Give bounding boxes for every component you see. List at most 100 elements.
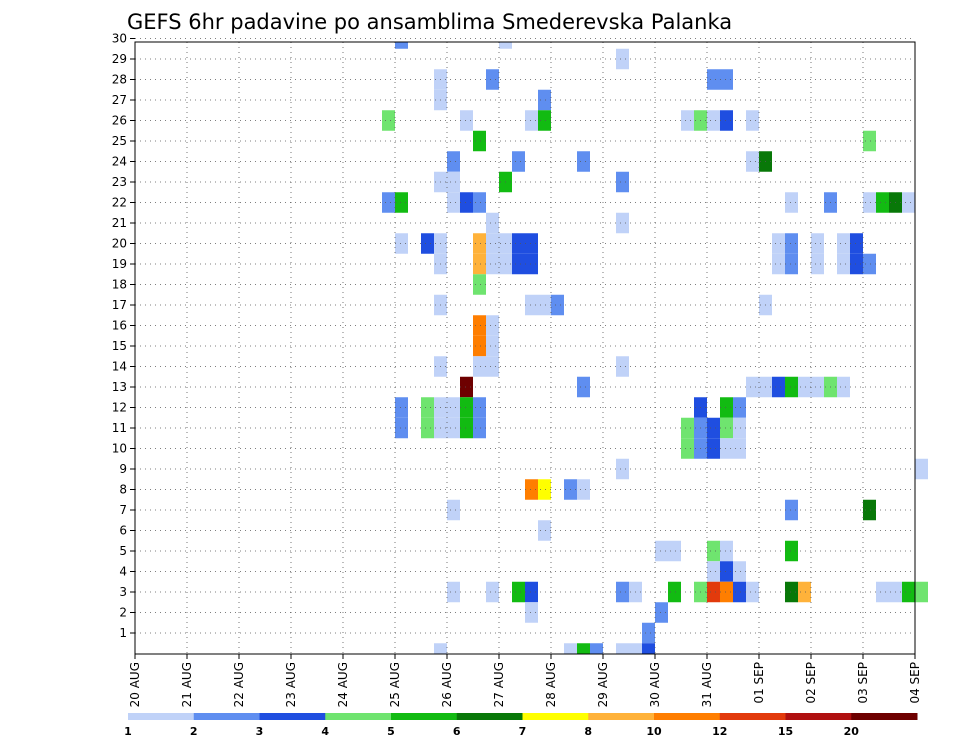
precip-cell xyxy=(733,438,746,459)
precip-cell xyxy=(668,581,681,603)
precip-cell xyxy=(616,212,629,234)
precip-cell xyxy=(447,192,460,213)
precip-cell xyxy=(616,458,629,480)
precip-cell xyxy=(720,438,733,459)
precip-cell xyxy=(902,192,915,213)
precip-cell xyxy=(395,233,408,254)
y-tick-label: 30 xyxy=(112,32,127,46)
precip-cell xyxy=(447,499,460,521)
precip-cell xyxy=(720,417,733,439)
precip-cell xyxy=(733,561,746,582)
precip-cell xyxy=(616,171,629,193)
precip-cell xyxy=(486,581,499,603)
precip-cell xyxy=(668,540,681,562)
y-tick-label: 26 xyxy=(112,114,127,128)
x-tick-label: 24 AUG xyxy=(336,662,350,707)
legend-label: 6 xyxy=(453,725,461,738)
precip-cell xyxy=(486,356,499,377)
y-tick-label: 24 xyxy=(112,155,127,169)
precip-cell xyxy=(785,540,798,562)
precip-cell xyxy=(863,130,876,152)
precip-cell xyxy=(460,376,473,398)
precip-cell xyxy=(707,417,720,439)
precip-cell xyxy=(538,520,551,541)
precip-cell xyxy=(772,233,785,254)
y-tick-label: 4 xyxy=(119,565,127,579)
x-tick-label: 04 SEP xyxy=(908,662,922,704)
y-tick-label: 6 xyxy=(119,524,127,538)
precip-cell xyxy=(785,581,798,603)
precip-cell xyxy=(707,581,720,603)
precip-cell xyxy=(863,499,876,521)
precip-cell xyxy=(811,253,824,275)
precip-cell xyxy=(395,397,408,418)
legend-swatch xyxy=(193,713,260,720)
precip-cell xyxy=(681,110,694,131)
legend-label: 5 xyxy=(387,725,395,738)
precip-cell xyxy=(512,581,525,603)
precip-cell xyxy=(915,458,928,480)
precip-cell xyxy=(577,376,590,398)
legend-label: 15 xyxy=(778,725,793,738)
y-tick-label: 3 xyxy=(119,585,127,599)
precip-cell xyxy=(720,561,733,582)
precip-cell xyxy=(447,397,460,418)
precip-cell xyxy=(876,192,889,213)
chart-title: GEFS 6hr padavine po ansamblima Smederev… xyxy=(127,10,732,34)
y-tick-label: 23 xyxy=(112,175,127,189)
precip-cell xyxy=(538,110,551,131)
y-tick-label: 16 xyxy=(112,319,127,333)
precip-cell xyxy=(785,376,798,398)
precip-cell xyxy=(811,233,824,254)
precip-cell xyxy=(564,643,577,654)
ensemble-cells xyxy=(382,42,928,654)
precip-cell xyxy=(486,253,499,275)
legend-swatch xyxy=(588,713,655,720)
plot-frame xyxy=(134,41,916,655)
precip-cell xyxy=(460,397,473,418)
legend-label: 1 xyxy=(124,725,132,738)
precip-cell xyxy=(707,540,720,562)
precip-cell xyxy=(473,397,486,418)
legend-swatch xyxy=(719,713,786,720)
precip-cell xyxy=(616,643,629,654)
precip-cell xyxy=(447,171,460,193)
precip-cell xyxy=(447,417,460,439)
precip-cell xyxy=(486,335,499,357)
y-tick-label: 11 xyxy=(112,421,127,435)
y-tick-label: 15 xyxy=(112,339,127,353)
precip-cell xyxy=(551,294,564,316)
precip-cell xyxy=(746,581,759,603)
precip-cell xyxy=(460,192,473,213)
x-axis-ticks: 20 AUG 21 AUG 22 AUG 23 AUG 24 AUG 25 AUG 26 A… xyxy=(128,654,922,707)
precip-cell xyxy=(512,233,525,254)
precip-cell xyxy=(915,581,928,603)
precip-cell xyxy=(850,233,863,254)
x-tick-label: 21 AUG xyxy=(180,662,194,707)
legend-label: 7 xyxy=(519,725,527,738)
precip-cell xyxy=(733,397,746,418)
x-tick-label: 22 AUG xyxy=(232,662,246,707)
precip-cell xyxy=(746,376,759,398)
precip-cell xyxy=(395,42,408,49)
legend-swatch xyxy=(851,713,918,720)
precip-cell xyxy=(473,253,486,275)
precip-cell xyxy=(421,417,434,439)
precip-cell xyxy=(447,151,460,172)
precip-cell xyxy=(473,233,486,254)
x-tick-label: 02 SEP xyxy=(804,662,818,704)
y-tick-label: 27 xyxy=(112,93,127,107)
legend-swatch xyxy=(391,713,458,720)
precip-cell xyxy=(811,376,824,398)
precip-cell xyxy=(382,110,395,131)
precip-cell xyxy=(434,643,447,654)
precip-cell xyxy=(512,151,525,172)
precip-cell xyxy=(473,356,486,377)
precip-cell xyxy=(616,356,629,377)
precip-cell xyxy=(785,233,798,254)
legend-swatch xyxy=(325,713,392,720)
precip-cell xyxy=(486,69,499,90)
x-tick-label: 03 SEP xyxy=(856,662,870,704)
precip-cell xyxy=(746,110,759,131)
